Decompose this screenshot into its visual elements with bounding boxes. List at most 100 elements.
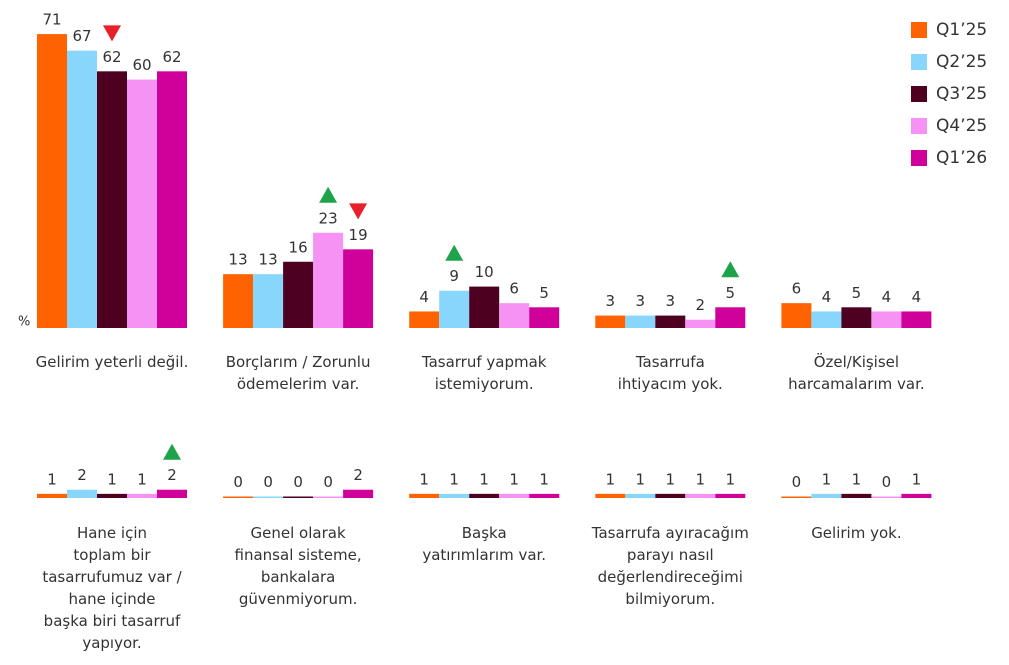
unit-label: % [18, 315, 30, 330]
category-label: Hane için toplam bir tasarrufumuz var / han… [42, 524, 182, 652]
category-label-line: Başka [462, 524, 507, 542]
bar [157, 489, 187, 498]
value-label: 2 [696, 296, 706, 314]
bar [127, 79, 157, 328]
value-label: 23 [319, 209, 338, 227]
legend-swatch [911, 54, 927, 70]
bar [655, 315, 686, 328]
change-arrow-up [319, 186, 338, 203]
category-label: Genel olarak finansal sisteme, bankalara gü… [235, 524, 362, 608]
change-arrow-down [103, 25, 121, 42]
value-label: 2 [167, 466, 177, 484]
legend-label: Q1’25 [936, 20, 987, 40]
legend-label: Q1’26 [936, 148, 987, 168]
category-label-line: parayı nasıl [627, 546, 714, 564]
bar [499, 493, 530, 498]
bar [253, 274, 284, 328]
category-label-line: hane içinde [68, 590, 155, 608]
value-label: 67 [72, 27, 91, 45]
change-arrow-up [721, 261, 740, 278]
bar [871, 311, 902, 328]
bar [595, 315, 626, 328]
value-label: 9 [449, 267, 459, 285]
value-label: 1 [137, 470, 147, 488]
category-label-line: Gelirim yeterli değil. [36, 353, 189, 371]
category-label: Başka yatırımlarım var. [422, 524, 546, 564]
bar [625, 315, 656, 328]
value-label: 3 [636, 292, 646, 310]
bar [223, 496, 254, 498]
bar [499, 303, 530, 328]
change-arrow-up [163, 443, 181, 460]
value-label: 13 [259, 251, 278, 269]
category-label-line: Özel/Kişisel [814, 352, 899, 371]
value-label: 1 [479, 470, 489, 488]
value-label: 1 [636, 470, 646, 488]
category-label-line: istemiyorum. [435, 375, 534, 393]
value-label: 1 [107, 470, 117, 488]
value-label: 6 [792, 280, 802, 298]
bar [901, 311, 932, 328]
bar [715, 493, 746, 498]
bar [313, 496, 344, 498]
bar [409, 311, 440, 328]
value-label: 60 [132, 56, 151, 74]
bar [685, 493, 716, 498]
value-label: 1 [822, 470, 832, 488]
category-label: Tasarruf yapmak istemiyorum. [421, 353, 547, 393]
bar [781, 303, 812, 328]
value-label: 1 [666, 470, 676, 488]
category-label-line: Tasarrufa [635, 353, 705, 371]
value-label: 4 [882, 288, 892, 306]
category-label-line: Borçlarım / Zorunlu [226, 353, 371, 371]
value-label: 16 [289, 238, 308, 256]
value-label: 4 [822, 288, 832, 306]
category-label: Özel/Kişisel harcamalarım var. [788, 352, 924, 393]
bar [283, 496, 314, 498]
bar [97, 493, 127, 498]
value-label: 3 [606, 292, 616, 310]
bar [343, 489, 374, 498]
legend-label: Q2’25 [936, 52, 987, 72]
value-label: 1 [696, 470, 706, 488]
bar [811, 311, 842, 328]
category-label-line: ihtiyacım yok. [618, 375, 723, 393]
bar [625, 493, 656, 498]
value-label: 62 [102, 48, 121, 66]
category-label: Gelirim yok. [811, 524, 901, 542]
bar [439, 493, 470, 498]
bar [469, 493, 500, 498]
value-label: 1 [726, 470, 736, 488]
category-label-line: Gelirim yok. [811, 524, 901, 542]
bar [529, 307, 560, 328]
bar [37, 493, 67, 498]
value-label: 0 [293, 473, 303, 491]
bar [685, 319, 716, 328]
value-label: 1 [47, 470, 57, 488]
bar [529, 493, 560, 498]
value-label: 0 [882, 473, 892, 491]
value-label: 5 [726, 284, 736, 302]
bar [871, 496, 902, 498]
value-label: 1 [509, 470, 519, 488]
bar [67, 489, 97, 498]
value-label: 62 [162, 48, 181, 66]
category-label-line: değerlendireceğimi [598, 568, 743, 586]
bar [127, 493, 157, 498]
bar [595, 493, 626, 498]
bar [157, 71, 187, 328]
bar [715, 307, 746, 328]
category-label-line: Tasarruf yapmak [421, 353, 547, 371]
bar [811, 493, 842, 498]
bar [97, 71, 127, 328]
value-label: 4 [419, 288, 429, 306]
legend-label: Q4’25 [936, 116, 987, 136]
bar [841, 307, 872, 328]
category-label-line: Genel olarak [251, 524, 346, 542]
value-label: 10 [475, 263, 494, 281]
bar [781, 496, 812, 498]
category-label-line: bilmiyorum. [625, 590, 715, 608]
legend-label: Q3’25 [936, 84, 987, 104]
change-arrow-up [445, 244, 464, 261]
